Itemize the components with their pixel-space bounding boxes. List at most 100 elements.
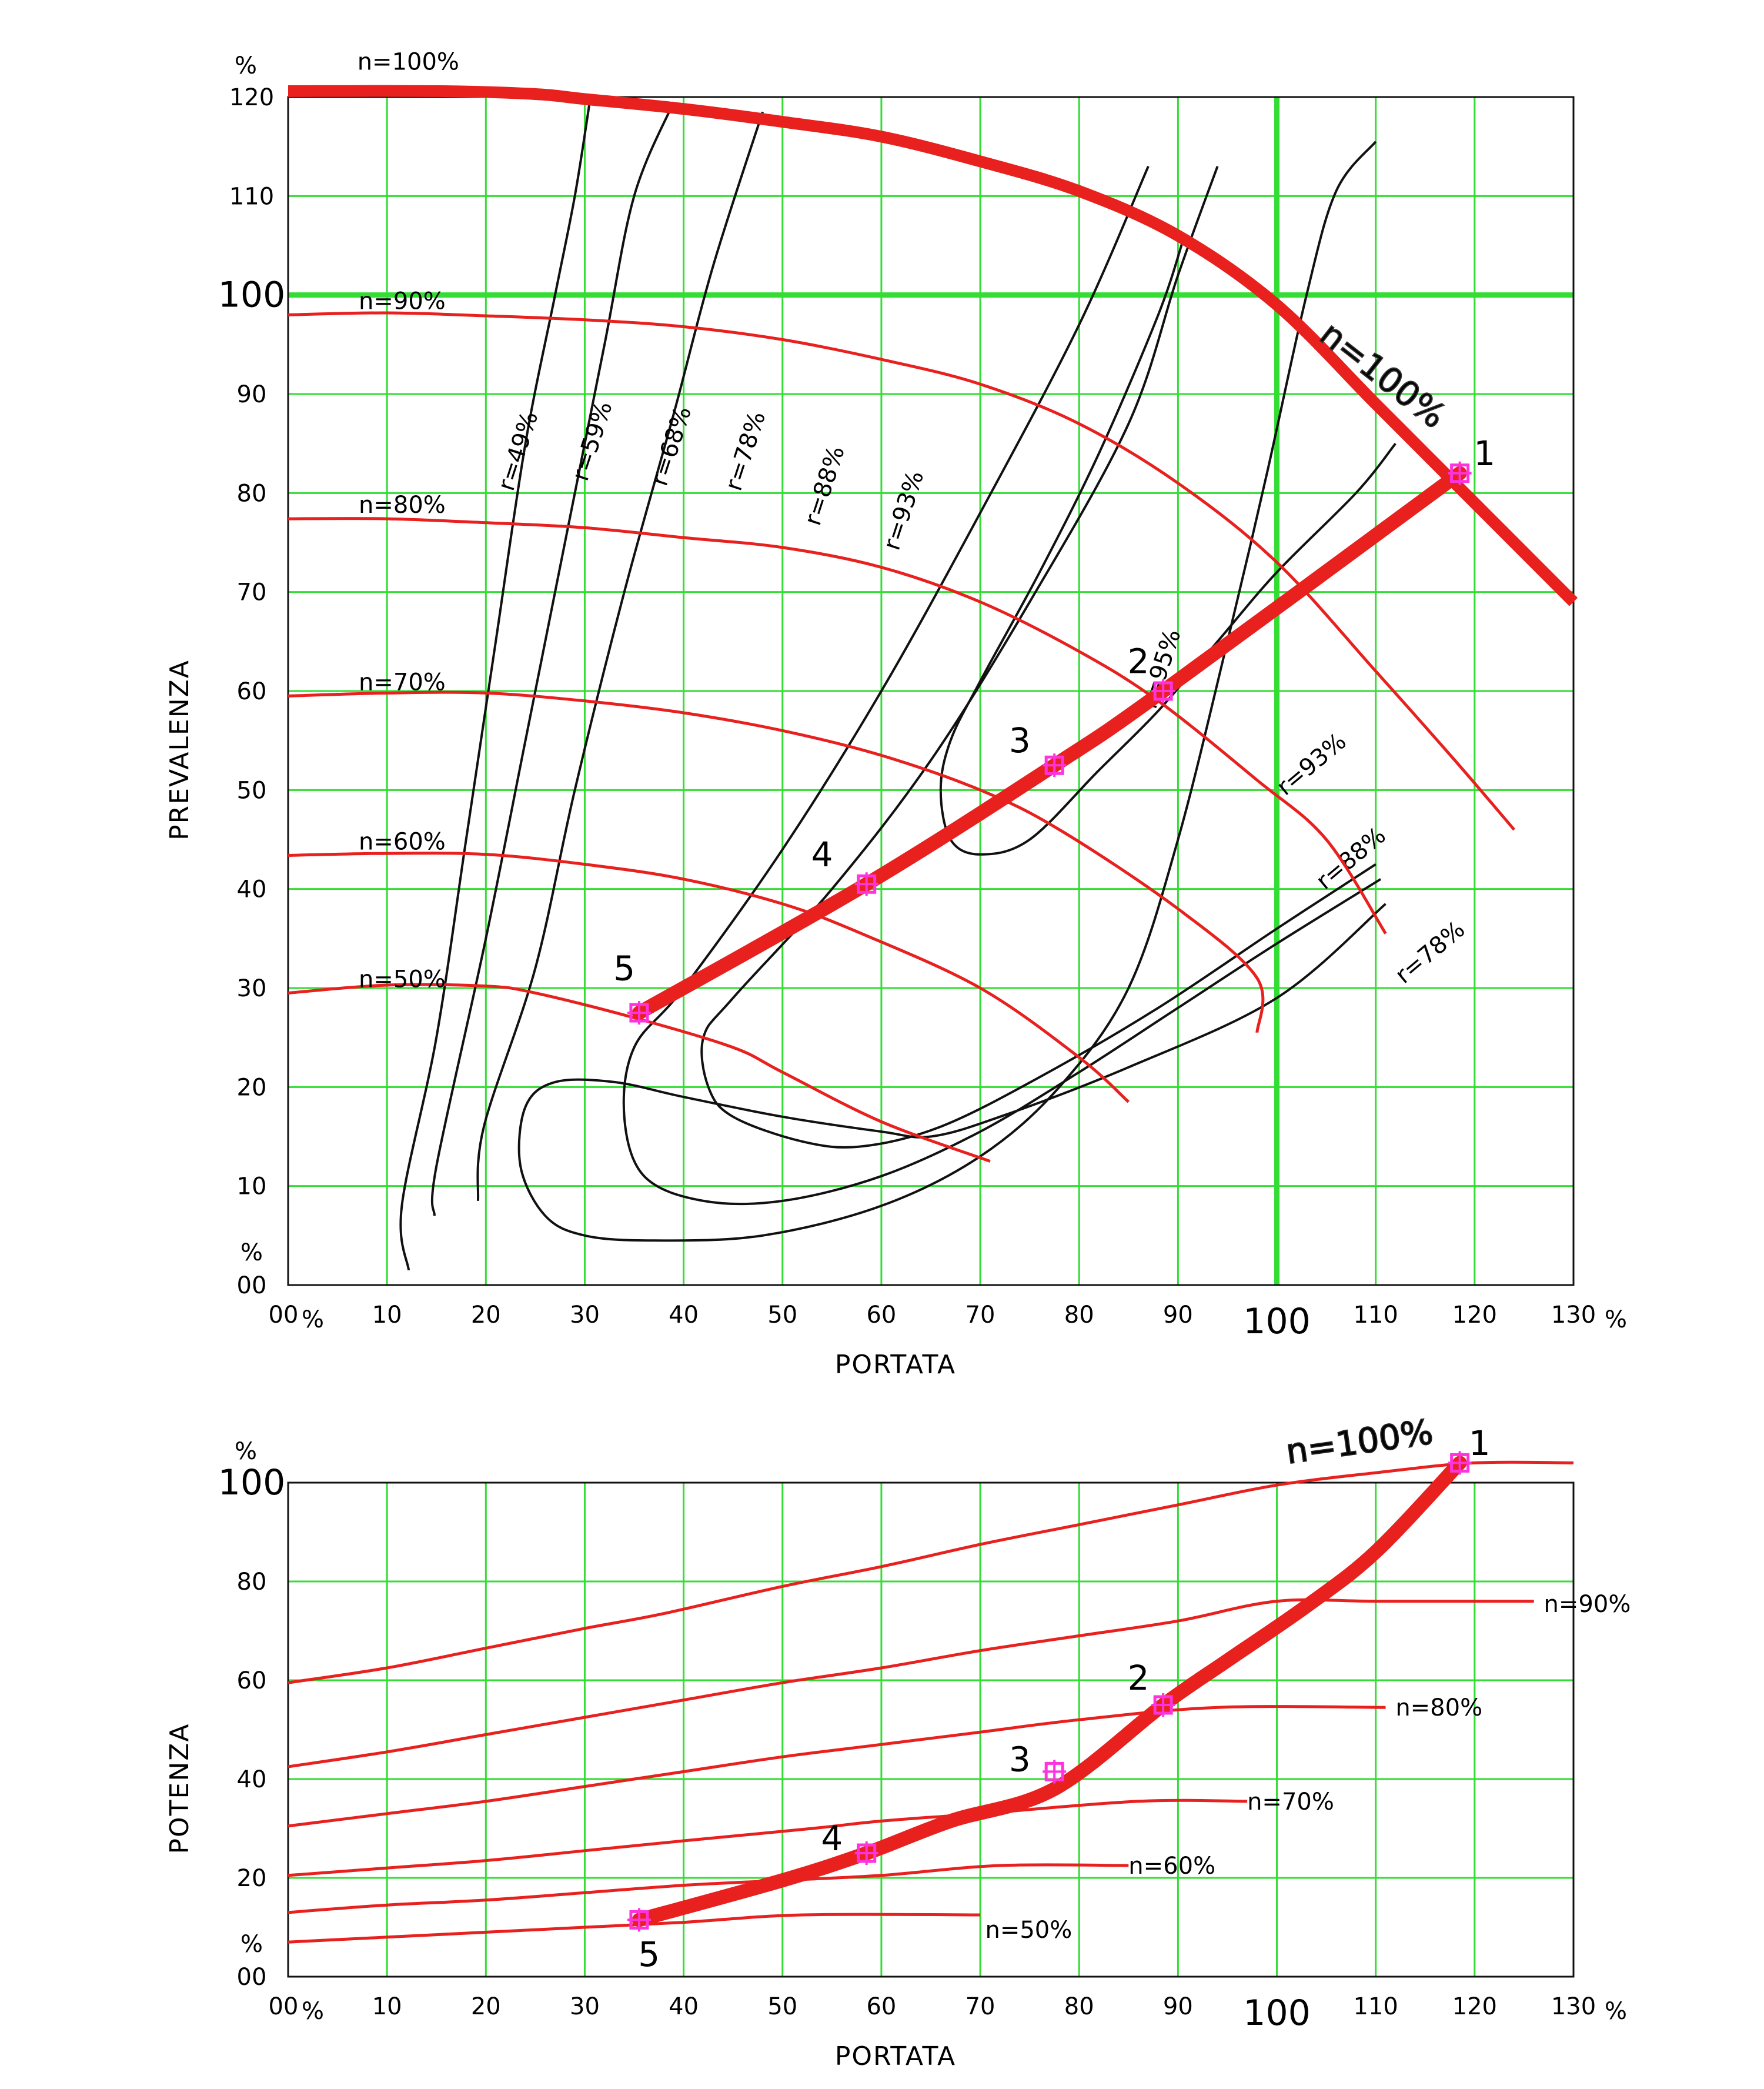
head-flow-chart: 10 20 30 40 50 60 70 80 90 100 110 120 1301020304050… [165, 48, 1627, 1380]
x-tick-label: 70 [965, 1302, 995, 1329]
efficiency-curve-label: r=78% [720, 408, 771, 494]
power-flow-chart: 10 20 30 40 50 60 70 80 90 100 110 120 1302040608010… [165, 1411, 1631, 2071]
x-tick-label: 40 [669, 1302, 699, 1329]
y-tick-label: 90 [237, 381, 267, 408]
x-tick-label: 30 [570, 1302, 600, 1329]
operating-points: 1 2 3 4 5 [613, 433, 1495, 1025]
x-unit-left: % [302, 1998, 324, 2025]
speed-curve-label: n=80% [359, 492, 446, 519]
efficiency-curves: r=49% r=59% r=68% r=78% r=88% r=93%r=95%r=93%… [399, 101, 1470, 1271]
operating-point-marker [1043, 1760, 1067, 1784]
speed-curves: n=100% n=90% n=80% n=70% n=60% n=50% [288, 48, 1578, 1163]
efficiency-curve-label: r=88% [799, 443, 850, 529]
speed-curve [288, 1705, 1386, 1828]
operating-point-marker [854, 872, 878, 896]
y-tick-label: 110 [229, 183, 274, 210]
efficiency-curve [476, 111, 764, 1202]
speed-curve-label: n=90% [1544, 1591, 1631, 1618]
operating-point-label: 1 [1474, 433, 1495, 473]
y-tick-label: 80 [237, 1569, 267, 1596]
y-tick-label: 100 [218, 275, 286, 316]
y-unit-low: % [240, 1931, 263, 1958]
y-tick-label: 60 [237, 678, 267, 705]
y-tick-label: 70 [237, 579, 267, 606]
operating-point-label: 5 [638, 1934, 660, 1974]
speed-curve-label: n=50% [359, 966, 446, 993]
x-tick-label: 50 [767, 1302, 797, 1329]
y-tick-label: 100 [218, 1462, 286, 1503]
y-axis-title: POTENZA [165, 1723, 195, 1854]
y-tick-label: 120 [229, 84, 274, 111]
speed-curve [288, 1863, 1129, 1914]
x-origin-label: 00 [269, 1993, 299, 2020]
y-unit-low: % [240, 1239, 263, 1266]
plot-frame [287, 1481, 1575, 1978]
operating-point-label: 2 [1128, 1658, 1150, 1698]
efficiency-curve-label: r=59% [567, 398, 618, 484]
speed-curve-label: n=60% [359, 828, 446, 855]
speed-curve-label: n=60% [1128, 1853, 1215, 1880]
x-unit-right: % [1605, 1998, 1627, 2025]
y-axis-title: PREVALENZA [165, 659, 195, 840]
x-tick-label: 100 [1243, 1993, 1311, 2034]
efficiency-curve [939, 240, 1396, 856]
efficiency-curve [622, 166, 1382, 1206]
y-tick-label: 20 [237, 1865, 267, 1892]
x-tick-label: 70 [965, 1993, 995, 2020]
speed-curve [288, 1460, 1574, 1684]
speed-curve-label: n=100% [1284, 1411, 1435, 1471]
x-tick-label: 20 [471, 1993, 501, 2020]
y-tick-label: 80 [237, 480, 267, 507]
efficiency-curve-label: r=49% [493, 408, 544, 494]
operating-point-marker [1043, 753, 1067, 777]
x-tick-label: 80 [1064, 1302, 1094, 1329]
plot-frame [287, 96, 1575, 1286]
efficiency-curve-label: r=88% [1311, 822, 1391, 895]
operating-point-label: 1 [1469, 1423, 1491, 1463]
y-tick-label: 40 [237, 1766, 267, 1793]
speed-curve [288, 690, 1265, 1033]
x-tick-label: 60 [866, 1302, 896, 1329]
efficiency-curve-label: r=68% [646, 403, 697, 489]
operating-point-label: 4 [811, 835, 833, 875]
x-axis-title: PORTATA [835, 2041, 956, 2071]
x-tick-label: 30 [570, 1993, 600, 2020]
x-tick-label: 60 [866, 1993, 896, 2020]
operating-points: 1 2 3 4 5 [627, 1423, 1491, 1974]
speed-curve [288, 1598, 1534, 1768]
y-unit-top: % [235, 1438, 257, 1465]
speed-curve [288, 852, 1130, 1103]
speed-curve-label: n=70% [359, 669, 446, 696]
x-unit-left: % [302, 1306, 324, 1333]
y-tick-label: 40 [237, 876, 267, 903]
tick-labels: 10 20 30 40 50 60 70 80 90 100 110 120 1301020304050… [218, 52, 1627, 1342]
tick-labels: 10 20 30 40 50 60 70 80 90 100 110 120 130 20 40 60 80 10… [218, 1438, 1627, 2034]
x-tick-label: 10 [372, 1993, 402, 2020]
operating-point-marker [627, 1001, 651, 1025]
y-origin-label: 00 [237, 1272, 267, 1299]
y-unit-top: % [235, 52, 257, 79]
y-tick-label: 30 [237, 975, 267, 1002]
efficiency-curve [399, 102, 591, 1271]
x-tick-label: 90 [1163, 1302, 1193, 1329]
speed-curve-label: n=100% [358, 48, 459, 75]
operating-point-label: 2 [1128, 642, 1150, 682]
speed-curve [288, 1798, 1248, 1877]
operating-point-label: 3 [1009, 720, 1031, 760]
x-tick-label: 130 [1551, 1302, 1596, 1329]
y-origin-label: 00 [237, 1964, 267, 1991]
efficiency-curve [700, 166, 1377, 1149]
x-tick-label: 80 [1064, 1993, 1094, 2020]
x-tick-label: 20 [471, 1302, 501, 1329]
x-origin-label: 00 [269, 1302, 299, 1329]
x-tick-label: 130 [1551, 1993, 1596, 2020]
x-unit-right: % [1605, 1306, 1627, 1333]
operating-point-marker [1448, 461, 1472, 485]
x-tick-label: 120 [1452, 1302, 1497, 1329]
speed-curve [288, 85, 1578, 606]
operating-point-marker [1151, 1693, 1175, 1717]
efficiency-curve [517, 141, 1387, 1242]
efficiency-curve-label: r=93% [878, 468, 930, 553]
operating-point-marker [627, 1908, 651, 1932]
